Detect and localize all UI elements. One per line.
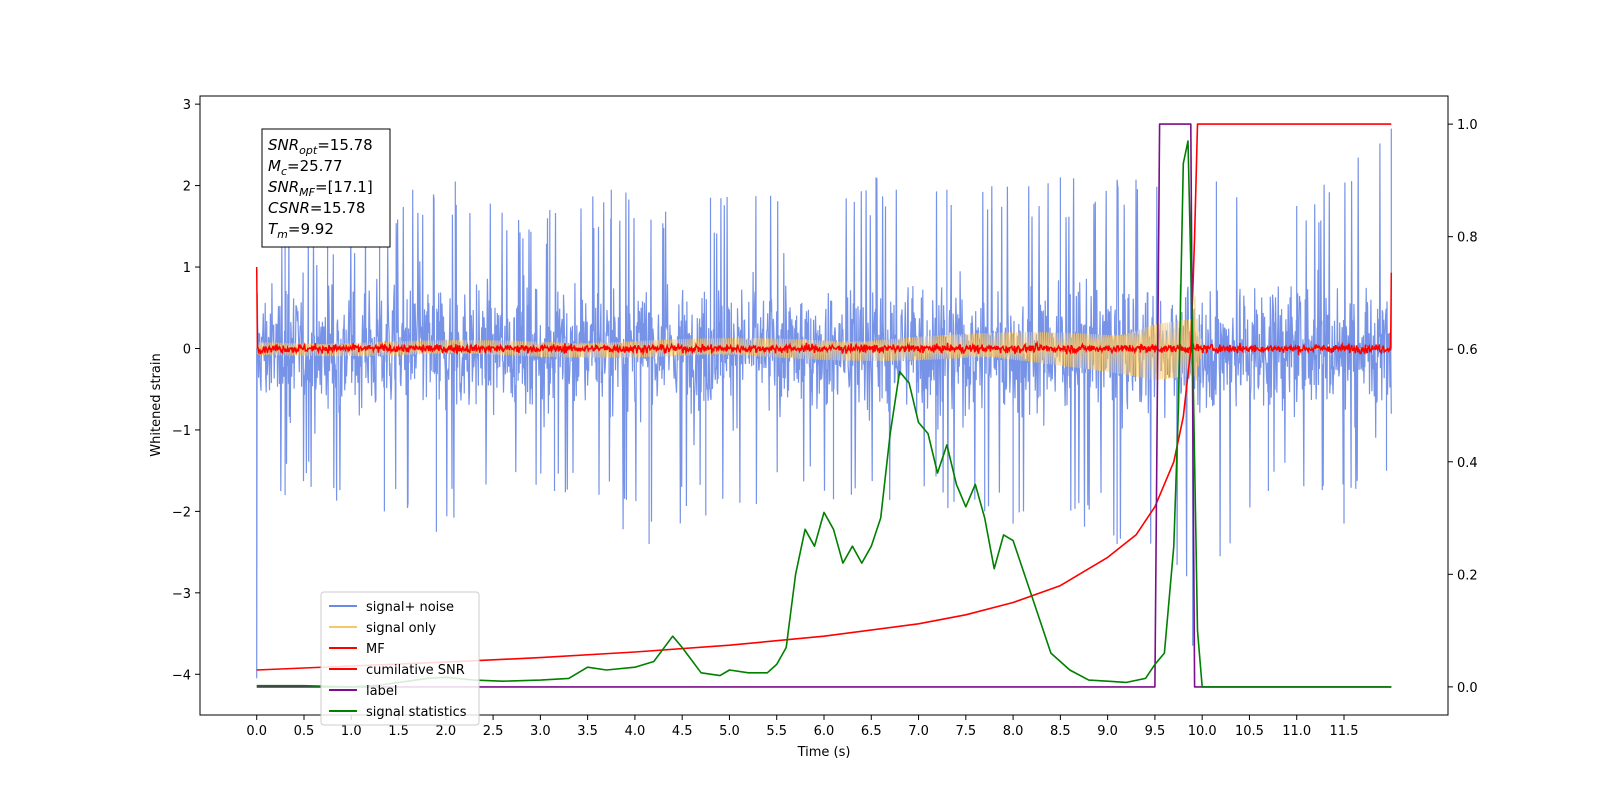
x-tick-label: 5.0 (719, 724, 740, 739)
legend-label: cumilative SNR (366, 663, 465, 678)
info-box-frame (261, 128, 391, 248)
axes-layer: 0.0 0.5 1.0 1.5 2.0 2.5 3.0 3.5 4.0 4.5 5.0 5.5 6.0 6… (172, 98, 1478, 739)
y2-tick-label: 0.4 (1457, 456, 1478, 471)
legend-label: label (366, 684, 397, 699)
series-mf (255, 266, 1393, 356)
x-tick-label: 6.5 (861, 724, 882, 739)
info-line: CSNR=15.78 (268, 199, 365, 217)
info-line: SNRMF=[17.1] (268, 178, 373, 199)
x-tick-label: 3.0 (530, 724, 551, 739)
info-box: SNRopt=15.78Mc=25.77SNRMF=[17.1]CSNR=15.… (261, 128, 391, 248)
y2-tick-label: 0.0 (1457, 681, 1478, 696)
x-tick-label: 0.0 (246, 724, 267, 739)
x-tick-label: 1.0 (341, 724, 362, 739)
x-tick-label: 7.5 (955, 724, 976, 739)
info-line: SNRopt=15.78 (268, 136, 373, 157)
x-tick-label: 9.0 (1097, 724, 1118, 739)
x-axis-title: Time (s) (797, 745, 851, 760)
x-tick-label: 9.5 (1145, 724, 1166, 739)
legend-frame (320, 591, 480, 726)
x-tick-label: 2.5 (483, 724, 504, 739)
x-tick-label: 4.0 (625, 724, 646, 739)
y-tick-label: −2 (172, 505, 191, 520)
x-tick-label: 5.5 (766, 724, 787, 739)
legend-label: signal+ noise (366, 600, 454, 615)
series-signal-statistics (256, 140, 1392, 688)
legend-label: signal statistics (366, 705, 467, 720)
y2-tick-label: 0.2 (1457, 568, 1478, 583)
x-tick-label: 0.5 (294, 724, 315, 739)
y-axis-title: Whitened strain (149, 353, 164, 456)
y2-tick-label: 1.0 (1457, 118, 1478, 133)
x-tick-label: 1.5 (388, 724, 409, 739)
y-tick-label: −3 (172, 587, 191, 602)
x-tick-label: 8.5 (1050, 724, 1071, 739)
x-tick-label: 4.5 (672, 724, 693, 739)
y2-tick-label: 0.6 (1457, 343, 1478, 358)
x-tick-label: 8.0 (1003, 724, 1024, 739)
y-tick-label: 3 (183, 98, 191, 113)
legend-label: MF (366, 642, 385, 657)
x-tick-label: 10.5 (1235, 724, 1264, 739)
y-tick-label: 1 (183, 261, 191, 276)
x-tick-label: 2.0 (435, 724, 456, 739)
x-tick-label: 10.0 (1188, 724, 1217, 739)
y-tick-label: 0 (183, 342, 191, 357)
y2-tick-label: 0.8 (1457, 231, 1478, 246)
info-line: Mc=25.77 (268, 157, 343, 178)
y-tick-label: −1 (172, 424, 191, 439)
x-tick-label: 6.0 (814, 724, 835, 739)
x-tick-label: 11.5 (1330, 724, 1359, 739)
y-tick-label: 2 (183, 180, 191, 195)
legend: signal+ noise signal only MF cumilative SNR… (320, 591, 480, 726)
legend-label: signal only (366, 621, 436, 636)
series-cumilative-snr (256, 123, 1392, 671)
x-tick-label: 3.5 (577, 724, 598, 739)
info-line: Tm=9.92 (268, 220, 334, 241)
series-layer (255, 123, 1393, 688)
x-tick-label: 7.0 (908, 724, 929, 739)
x-tick-label: 11.0 (1282, 724, 1311, 739)
y-tick-label: −4 (172, 668, 191, 683)
